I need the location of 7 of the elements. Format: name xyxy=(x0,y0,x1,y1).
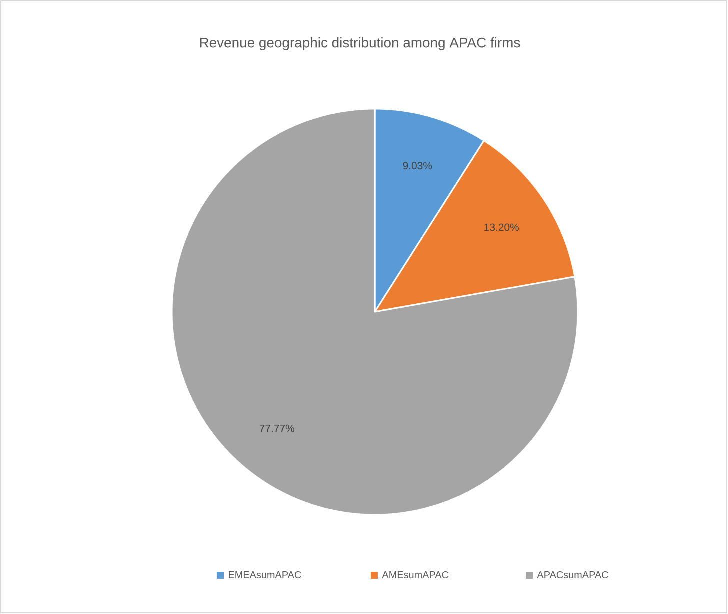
data-label: 9.03% xyxy=(403,162,432,170)
data-label: 77.77% xyxy=(260,424,294,432)
legend-label: EMEAsumAPAC xyxy=(229,571,302,579)
legend-label: APACsumAPAC xyxy=(537,571,608,579)
legend-label: AMEsumAPAC xyxy=(382,571,449,579)
chart-title: Revenue geographic distribution among APAC firms xyxy=(200,37,520,50)
data-label: 13.20% xyxy=(484,224,519,232)
